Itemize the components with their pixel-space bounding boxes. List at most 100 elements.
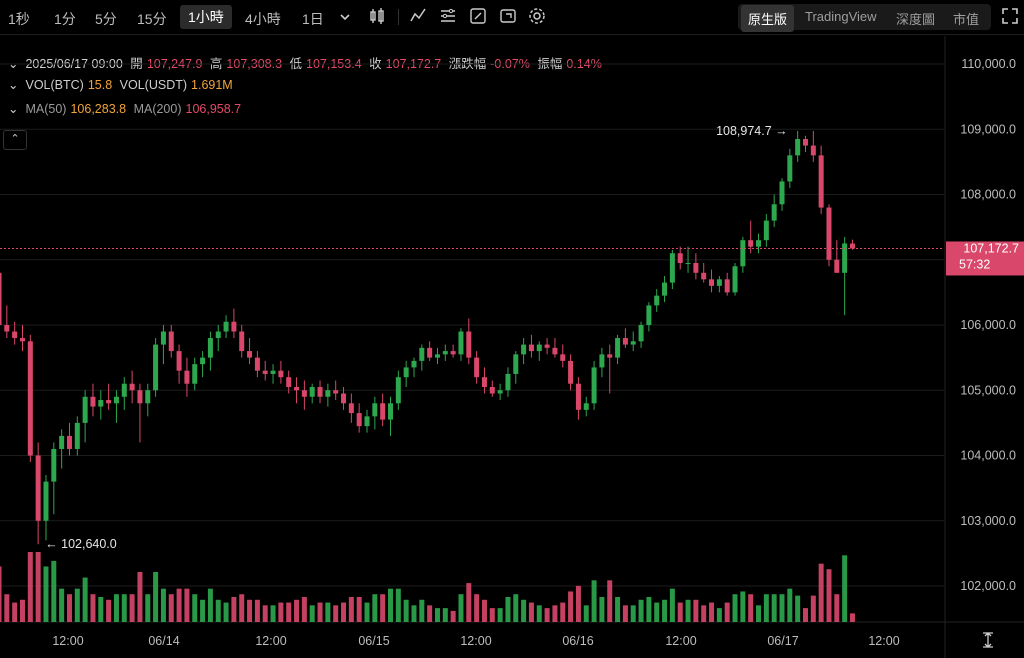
candle-body: [560, 354, 566, 361]
volume-bar: [481, 599, 487, 622]
candle-body: [568, 360, 574, 384]
candle-body: [348, 403, 354, 414]
candle-body: [795, 139, 801, 156]
chevron-down-icon[interactable]: [335, 7, 355, 27]
candle-body: [59, 435, 65, 449]
vol-btc-label: VOL(BTC): [25, 78, 84, 92]
candle-body: [325, 390, 331, 397]
interval-1s[interactable]: 1秒: [8, 11, 30, 27]
candle-body: [756, 240, 762, 247]
volume-bar: [544, 608, 550, 622]
volume-bar: [82, 577, 88, 622]
candle-body: [372, 403, 378, 417]
candlestick-chart[interactable]: 110,000.0109,000.0108,000.0107,000.0106,…: [0, 36, 1024, 658]
interval-1m[interactable]: 1分: [54, 11, 76, 27]
candle-body: [834, 259, 840, 273]
ma50-value: 106,283.8: [70, 102, 127, 116]
volume-bar: [849, 613, 855, 622]
interval-4h[interactable]: 4小時: [245, 11, 281, 27]
y-tick-label: 102,000.0: [960, 579, 1016, 593]
volume-bar: [129, 594, 135, 622]
candle-body: [223, 321, 229, 332]
fullscreen-icon[interactable]: [1000, 6, 1020, 26]
volume-bar: [106, 599, 112, 622]
candle-body: [630, 341, 636, 345]
volume-bar: [591, 580, 597, 622]
replay-icon[interactable]: [498, 6, 518, 26]
view-native[interactable]: 原生版: [741, 5, 795, 32]
volume-bar: [395, 588, 401, 622]
volume-bar: [184, 588, 190, 622]
gear-icon[interactable]: [527, 6, 547, 26]
interval-1h[interactable]: 1小時: [180, 5, 232, 29]
candle-body: [732, 266, 738, 293]
candle-body: [787, 155, 793, 182]
interval-5m[interactable]: 5分: [95, 11, 117, 27]
candle-body: [591, 367, 597, 404]
volume-bar: [113, 594, 119, 622]
volume-bar: [301, 597, 307, 622]
candle-body: [427, 347, 433, 358]
volume-bar: [599, 597, 605, 622]
candle-body: [184, 370, 190, 384]
view-tradingview[interactable]: TradingView: [805, 9, 877, 24]
candle-body: [35, 455, 41, 521]
candle-body: [442, 351, 448, 355]
candle-body: [536, 344, 542, 352]
candle-body: [701, 272, 707, 280]
volume-bar: [207, 588, 213, 622]
collapse-legend-button[interactable]: ⌃: [3, 130, 27, 150]
drawing-tool-icon[interactable]: [468, 6, 488, 26]
candle-body: [669, 253, 675, 283]
y-tick-label: 104,000.0: [960, 449, 1016, 463]
candle-body: [301, 390, 307, 397]
candle-body: [434, 354, 440, 358]
volume-bar: [192, 594, 198, 622]
volume-bar: [51, 560, 57, 622]
volume-bar: [716, 608, 722, 622]
candle-body: [810, 145, 816, 156]
volume-bar: [630, 605, 636, 622]
candle-body: [685, 263, 691, 265]
volume-bar: [826, 569, 832, 622]
volume-bar: [74, 588, 80, 622]
volume-bar: [818, 563, 824, 622]
axis-scale-icon[interactable]: [978, 630, 998, 650]
candle-body: [842, 243, 848, 273]
view-depth[interactable]: 深度圖: [896, 12, 936, 27]
candle-body: [341, 393, 347, 404]
view-switch: 原生版 TradingView 深度圖 市值: [738, 4, 991, 32]
volume-bar: [693, 599, 699, 622]
volume-bar: [474, 594, 480, 622]
candle-body: [552, 347, 558, 355]
candle-body: [207, 338, 213, 358]
x-tick-label: 06/15: [358, 634, 389, 648]
candle-body: [709, 279, 715, 286]
chevron-down-icon[interactable]: ⌄: [8, 102, 19, 116]
candle-body: [849, 243, 855, 249]
volume-bar: [4, 594, 10, 622]
x-tick-label: 12:00: [52, 634, 83, 648]
volume-bar: [434, 608, 440, 622]
candlestick-icon[interactable]: [367, 6, 387, 26]
candle-body: [380, 403, 386, 420]
volume-bar: [497, 608, 503, 622]
y-tick-label: 103,000.0: [960, 514, 1016, 528]
interval-15m[interactable]: 15分: [137, 11, 167, 27]
candle-body: [160, 331, 166, 345]
volume-bar: [763, 594, 769, 622]
volume-bar: [810, 595, 816, 622]
volume-bar: [403, 599, 409, 622]
candle-body: [583, 403, 589, 410]
indicator-icon[interactable]: [408, 6, 428, 26]
chevron-down-icon[interactable]: ⌄: [8, 78, 19, 92]
candle-body: [388, 403, 393, 420]
volume-bar: [380, 594, 386, 622]
candle-body: [818, 155, 824, 208]
interval-1d[interactable]: 1日: [302, 11, 324, 27]
vol-usdt-value: 1.691M: [191, 78, 233, 92]
candle-body: [481, 377, 487, 387]
volume-bar: [231, 597, 237, 622]
settings-list-icon[interactable]: [438, 6, 458, 26]
view-market-cap[interactable]: 市值: [953, 12, 980, 27]
